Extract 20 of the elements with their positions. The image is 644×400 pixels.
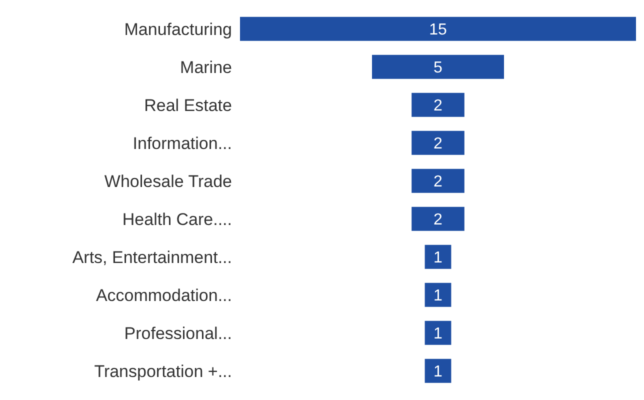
data-label: 1 [434, 364, 443, 381]
category-label: Marine [180, 58, 232, 78]
category-label: Transportation +... [94, 362, 232, 382]
category-label: Manufacturing [124, 20, 232, 40]
data-label: 15 [429, 22, 447, 39]
data-label: 2 [434, 174, 443, 191]
data-label: 2 [434, 212, 443, 229]
data-label: 1 [434, 250, 443, 267]
category-label: Real Estate [144, 96, 232, 116]
category-label: Accommodation... [96, 286, 232, 306]
category-label: Professional... [124, 324, 232, 344]
data-label: 2 [434, 98, 443, 115]
category-label: Health Care.... [122, 210, 232, 230]
category-label: Wholesale Trade [104, 172, 232, 192]
data-label: 2 [434, 136, 443, 153]
category-label: Information... [132, 134, 232, 154]
data-label: 5 [434, 60, 443, 77]
data-label: 1 [434, 326, 443, 343]
data-label: 1 [434, 288, 443, 305]
category-label: Arts, Entertainment... [72, 248, 232, 268]
